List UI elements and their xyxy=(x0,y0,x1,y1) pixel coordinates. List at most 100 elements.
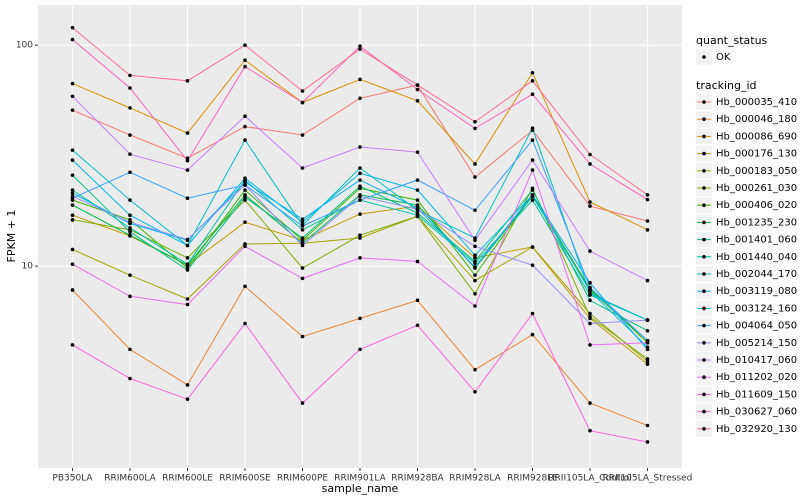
x-tick-label: RRIM600SE xyxy=(219,474,271,484)
legend-label: Hb_032920_130 xyxy=(716,424,797,435)
point xyxy=(645,357,650,361)
point xyxy=(358,212,362,216)
point xyxy=(588,428,592,433)
point xyxy=(70,218,75,222)
point xyxy=(300,133,305,137)
point xyxy=(185,168,190,172)
point xyxy=(185,297,190,301)
point xyxy=(645,318,650,322)
x-tick-label: PB350LA xyxy=(52,474,93,484)
point xyxy=(645,228,650,232)
legend-symbol xyxy=(702,392,706,397)
point xyxy=(588,321,592,326)
point xyxy=(530,332,535,337)
point xyxy=(243,43,247,47)
point xyxy=(473,265,477,269)
point xyxy=(415,298,420,303)
point xyxy=(300,166,305,170)
point xyxy=(128,86,132,90)
legend-symbol xyxy=(702,341,706,345)
legend-symbol xyxy=(702,254,706,259)
point xyxy=(128,73,132,78)
point xyxy=(358,184,362,189)
point xyxy=(415,203,420,207)
point xyxy=(530,168,535,172)
legend-label: Hb_000176_130 xyxy=(716,149,797,160)
point xyxy=(358,233,362,238)
x-axis-title: sample_name xyxy=(322,482,399,495)
point xyxy=(128,213,132,218)
point xyxy=(243,188,247,192)
legend-symbol xyxy=(702,375,706,380)
point xyxy=(588,162,592,166)
legend-label: Hb_001235_230 xyxy=(716,217,797,228)
point xyxy=(300,266,305,270)
point xyxy=(185,78,190,83)
point xyxy=(243,124,247,129)
point xyxy=(358,47,362,51)
point xyxy=(70,203,75,207)
point xyxy=(128,226,132,230)
legend-title: tracking_id xyxy=(696,79,757,92)
point xyxy=(473,126,477,131)
point xyxy=(473,278,477,283)
point xyxy=(185,237,190,242)
legend-label: Hb_000046_180 xyxy=(716,114,797,125)
point xyxy=(530,193,535,197)
point xyxy=(358,171,362,176)
lines xyxy=(70,25,650,444)
legend-label: Hb_011202_020 xyxy=(716,372,797,383)
point xyxy=(185,131,190,135)
point xyxy=(473,367,477,372)
point xyxy=(415,198,420,202)
point xyxy=(300,228,305,232)
point xyxy=(243,195,247,200)
point xyxy=(588,298,592,303)
point xyxy=(243,220,247,225)
legend: OK Hb_000035_410 Hb_000046_180 Hb_000086_69… xyxy=(696,49,797,437)
point xyxy=(645,362,650,366)
point xyxy=(70,108,75,112)
point xyxy=(243,284,247,289)
point xyxy=(645,440,650,444)
x-tick-label: RRII105LA_Control xyxy=(548,474,631,484)
point xyxy=(70,194,75,199)
point xyxy=(243,64,247,69)
point xyxy=(70,188,75,192)
point xyxy=(243,180,247,184)
x-tick-label: RRII105LA_Stressed xyxy=(603,474,693,484)
legend-symbol xyxy=(702,323,706,328)
legend-symbol xyxy=(702,358,706,362)
point xyxy=(473,273,477,277)
point xyxy=(70,213,75,218)
point xyxy=(530,78,535,83)
legend-symbol xyxy=(702,306,706,311)
point xyxy=(70,247,75,252)
point xyxy=(415,188,420,192)
point xyxy=(473,256,477,260)
point xyxy=(473,261,477,266)
point xyxy=(128,233,132,238)
legend-label: Hb_004064_050 xyxy=(716,321,797,332)
point xyxy=(128,106,132,110)
point xyxy=(473,253,477,258)
legend-symbol xyxy=(702,220,706,225)
point xyxy=(588,249,592,253)
point xyxy=(358,236,362,240)
point xyxy=(128,347,132,352)
point xyxy=(415,83,420,87)
legend-label: Hb_000035_410 xyxy=(716,97,797,108)
point xyxy=(300,224,305,228)
point xyxy=(588,152,592,157)
legend-symbol xyxy=(702,151,706,156)
legend-label: Hb_003124_160 xyxy=(716,303,797,314)
point xyxy=(415,150,420,154)
point xyxy=(358,178,362,182)
y-axis-title: FPKM + 1 xyxy=(5,210,18,263)
legend-label: Hb_011609_150 xyxy=(716,389,797,400)
point xyxy=(70,94,75,99)
point xyxy=(645,423,650,428)
legend-symbol xyxy=(702,134,706,139)
point xyxy=(70,343,75,347)
